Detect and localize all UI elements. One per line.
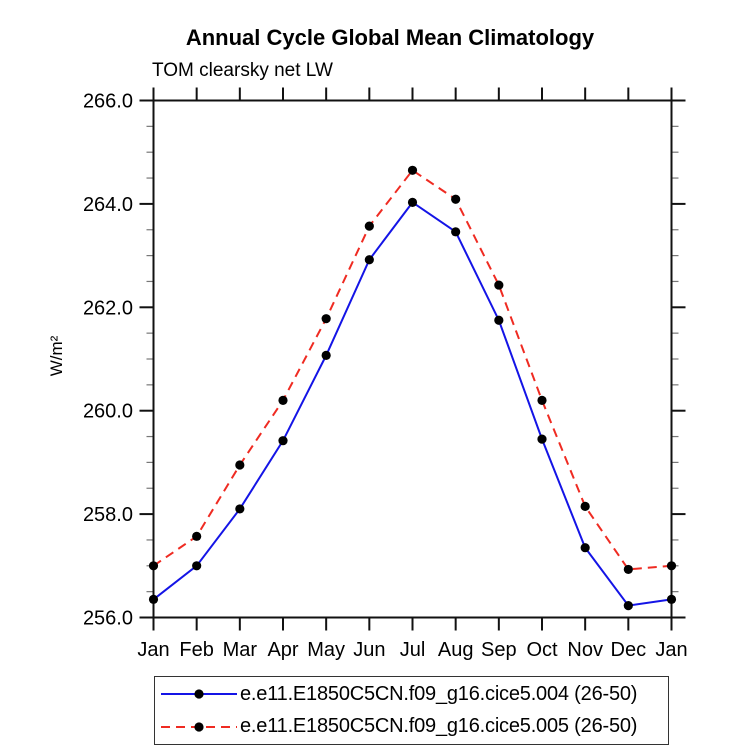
data-point-marker bbox=[407, 197, 418, 207]
legend-item: e.e11.E1850C5CN.f09_g16.cice5.005 (26-50… bbox=[160, 712, 668, 742]
y-tick-label: 256.0 bbox=[83, 608, 133, 630]
data-point-marker bbox=[537, 434, 547, 444]
x-tick-label: Aug bbox=[438, 639, 474, 661]
x-tick-label: Feb bbox=[179, 639, 213, 661]
legend-label: e.e11.E1850C5CN.f09_g16.cice5.005 (26-50… bbox=[240, 715, 638, 738]
legend-line-sample bbox=[161, 689, 237, 699]
data-point-marker bbox=[278, 436, 288, 446]
x-tick-label: Jun bbox=[353, 639, 385, 661]
y-tick-label: 264.0 bbox=[83, 194, 133, 216]
x-tick-label: Dec bbox=[611, 639, 647, 661]
x-tick-label: Oct bbox=[526, 639, 558, 661]
x-tick-label: Jul bbox=[400, 639, 426, 661]
legend-line-sample bbox=[161, 722, 237, 732]
x-tick-label: Apr bbox=[267, 639, 298, 661]
data-point-marker bbox=[666, 594, 677, 605]
data-point-marker bbox=[235, 460, 245, 470]
series-line-1 bbox=[152, 168, 672, 571]
x-tick-label: Mar bbox=[223, 639, 258, 661]
chart-subtitle: TOM clearsky net LW bbox=[152, 60, 333, 81]
legend-box: e.e11.E1850C5CN.f09_g16.cice5.004 (26-50… bbox=[154, 676, 669, 745]
chart-title: Annual Cycle Global Mean Climatology bbox=[185, 25, 595, 50]
x-tick-label: Nov bbox=[567, 639, 603, 661]
series-line-0 bbox=[152, 200, 672, 607]
data-point-marker bbox=[278, 395, 288, 405]
x-tick-label: Sep bbox=[481, 639, 517, 661]
x-tick-label: Jan bbox=[655, 639, 687, 661]
data-point-marker bbox=[321, 350, 331, 360]
legend-marker-dot-icon bbox=[194, 722, 204, 732]
legend-marker-dot-icon bbox=[194, 689, 204, 699]
x-tick-label: May bbox=[307, 639, 345, 661]
data-point-marker bbox=[666, 561, 677, 571]
data-point-marker bbox=[494, 315, 504, 325]
data-point-marker bbox=[321, 314, 331, 324]
data-point-marker bbox=[148, 594, 159, 605]
data-point-marker bbox=[192, 531, 202, 541]
data-point-marker bbox=[364, 221, 374, 231]
axis-frame bbox=[152, 99, 673, 619]
data-point-marker bbox=[580, 543, 590, 553]
data-point-marker bbox=[580, 501, 590, 511]
data-point-marker bbox=[364, 255, 374, 265]
legend-item: e.e11.E1850C5CN.f09_g16.cice5.004 (26-50… bbox=[160, 679, 668, 709]
y-tick-label: 260.0 bbox=[83, 401, 133, 423]
data-point-marker bbox=[623, 564, 633, 575]
data-point-marker bbox=[148, 561, 159, 571]
data-point-marker bbox=[537, 395, 547, 405]
data-point-marker bbox=[451, 194, 461, 204]
data-point-marker bbox=[451, 227, 461, 237]
data-point-marker bbox=[623, 601, 633, 611]
y-tick-label: 258.0 bbox=[83, 504, 133, 526]
y-tick-label: 262.0 bbox=[83, 297, 133, 319]
data-point-marker bbox=[192, 561, 202, 571]
legend-label: e.e11.E1850C5CN.f09_g16.cice5.004 (26-50… bbox=[240, 682, 638, 705]
x-tick-label: Jan bbox=[137, 639, 169, 661]
data-point-marker bbox=[407, 165, 418, 175]
y-tick-label: 266.0 bbox=[83, 91, 133, 113]
data-point-marker bbox=[235, 504, 245, 514]
data-point-marker bbox=[494, 280, 504, 290]
